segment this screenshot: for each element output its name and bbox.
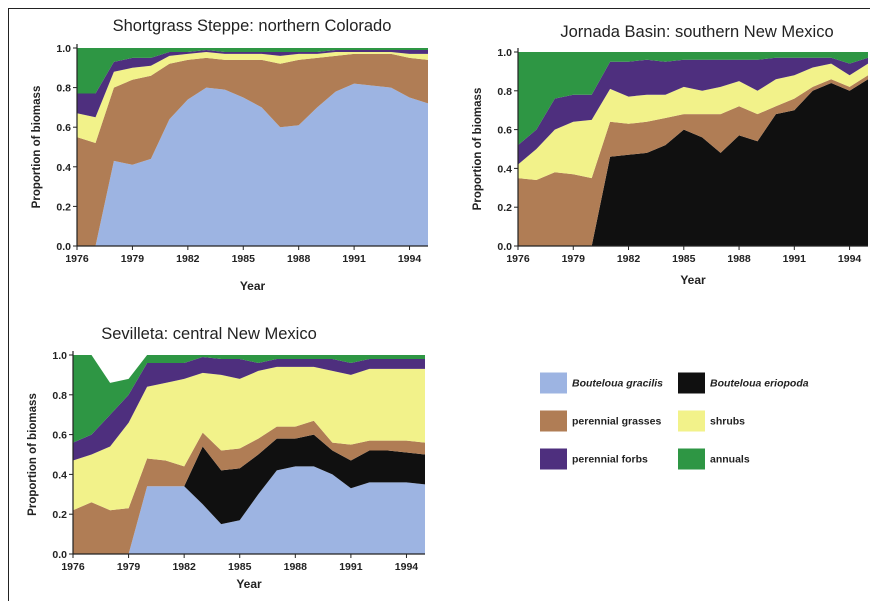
panel1-y-tick-label: 0.2 xyxy=(56,201,71,213)
panel1-x-tick-label: 1985 xyxy=(232,253,256,265)
panel2-x-tick-label: 1982 xyxy=(617,253,641,265)
panel2-y-tick-label: 1.0 xyxy=(497,47,512,59)
panel3-y-tick-label: 0.6 xyxy=(52,430,67,442)
panel3-y-tick-label: 1.0 xyxy=(52,350,67,362)
legend-swatch-bouteloua-eriopoda xyxy=(678,372,705,394)
panel1-y-tick-label: 1.0 xyxy=(56,43,71,55)
frame-left-border xyxy=(8,8,9,601)
panel1-x-tick-label: 1982 xyxy=(176,253,200,265)
panel3-x-tick-label: 1979 xyxy=(117,561,141,573)
panel3-x-tick-label: 1982 xyxy=(172,561,196,573)
panel1-x-axis-label: Year xyxy=(240,279,266,293)
legend-label-bouteloua-gracilis: Bouteloua gracilis xyxy=(572,378,663,390)
panel3-title: Sevilleta: central New Mexico xyxy=(101,325,317,343)
panel1-area-annuals xyxy=(77,48,428,94)
legend-label-annuals: annuals xyxy=(710,454,750,466)
panel2-area-annuals xyxy=(518,52,868,146)
panel2-title: Jornada Basin: southern New Mexico xyxy=(560,23,833,41)
panel1-y-tick-label: 0.4 xyxy=(56,162,71,174)
panel1-x-tick-label: 1991 xyxy=(342,253,366,265)
panel2-y-tick-label: 0.0 xyxy=(497,241,512,253)
panel3-x-tick-label: 1988 xyxy=(284,561,308,573)
panel2-x-tick-label: 1994 xyxy=(838,253,862,265)
panel1-x-tick-label: 1979 xyxy=(121,253,145,265)
legend-swatch-bouteloua-gracilis xyxy=(540,372,567,394)
legend-label-perennial-grasses: perennial grasses xyxy=(572,416,661,428)
panel1-y-tick-label: 0.8 xyxy=(56,83,71,95)
panel1-x-tick-label: 1988 xyxy=(287,253,311,265)
panel3-area-perennial-forbs xyxy=(73,357,425,461)
legend-label-bouteloua-eriopoda: Bouteloua eriopoda xyxy=(710,378,809,390)
panel2-x-tick-label: 1976 xyxy=(506,253,530,265)
legend-swatch-annuals xyxy=(678,448,705,470)
panel1-title: Shortgrass Steppe: northern Colorado xyxy=(113,17,392,35)
panel3-area-bouteloua-eriopoda xyxy=(73,434,425,554)
frame-top-border xyxy=(8,8,870,9)
panel3-area-perennial-grasses xyxy=(73,420,425,554)
panel3-y-tick-label: 0.8 xyxy=(52,390,67,402)
legend-swatch-perennial-forbs xyxy=(540,448,567,470)
legend-swatch-perennial-grasses xyxy=(540,410,567,432)
panel1-y-axis-label: Proportion of biomass xyxy=(31,86,43,209)
panel2-area-bouteloua-eriopoda xyxy=(518,79,868,246)
legend-label-shrubs: shrubs xyxy=(710,416,745,428)
panel2-y-tick-label: 0.6 xyxy=(497,125,512,137)
panel2-x-tick-label: 1991 xyxy=(783,253,807,265)
panel3-x-tick-label: 1976 xyxy=(61,561,85,573)
panel2-y-tick-label: 0.4 xyxy=(497,163,512,175)
panel1-y-tick-label: 0.6 xyxy=(56,122,71,134)
panel3-y-tick-label: 0.4 xyxy=(52,469,67,481)
legend-label-perennial-forbs: perennial forbs xyxy=(572,454,648,466)
panel1-area-perennial-grasses xyxy=(77,53,428,247)
panel3-x-axis-label: Year xyxy=(236,577,262,591)
panel3-area-bouteloua-gracilis xyxy=(73,466,425,554)
panel3-x-tick-label: 1991 xyxy=(339,561,363,573)
panel2-x-tick-label: 1985 xyxy=(672,253,696,265)
panel2-area-perennial-forbs xyxy=(518,57,868,165)
panel3-y-axis-label: Proportion of biomass xyxy=(27,393,39,516)
panel2-area-perennial-grasses xyxy=(518,75,868,246)
panel2-y-tick-label: 0.8 xyxy=(497,86,512,98)
legend-swatch-shrubs xyxy=(678,410,705,432)
panel2-y-tick-label: 0.2 xyxy=(497,202,512,214)
panel2-x-axis-label: Year xyxy=(680,273,706,287)
panel3-y-tick-label: 0.2 xyxy=(52,509,67,521)
panel2-y-axis-label: Proportion of biomass xyxy=(472,88,484,211)
panel1-area-bouteloua-gracilis xyxy=(77,83,428,246)
panel3-x-tick-label: 1994 xyxy=(395,561,419,573)
panel3-y-tick-label: 0.0 xyxy=(52,549,67,561)
panel1-x-tick-label: 1994 xyxy=(398,253,422,265)
panel3-x-tick-label: 1985 xyxy=(228,561,252,573)
panel2-x-tick-label: 1979 xyxy=(562,253,586,265)
panel2-area-shrubs xyxy=(518,63,868,180)
panel1-x-tick-label: 1976 xyxy=(65,253,89,265)
panel3-area-shrubs xyxy=(73,366,425,511)
panel2-x-tick-label: 1988 xyxy=(727,253,751,265)
panel1-y-tick-label: 0.0 xyxy=(56,241,71,253)
